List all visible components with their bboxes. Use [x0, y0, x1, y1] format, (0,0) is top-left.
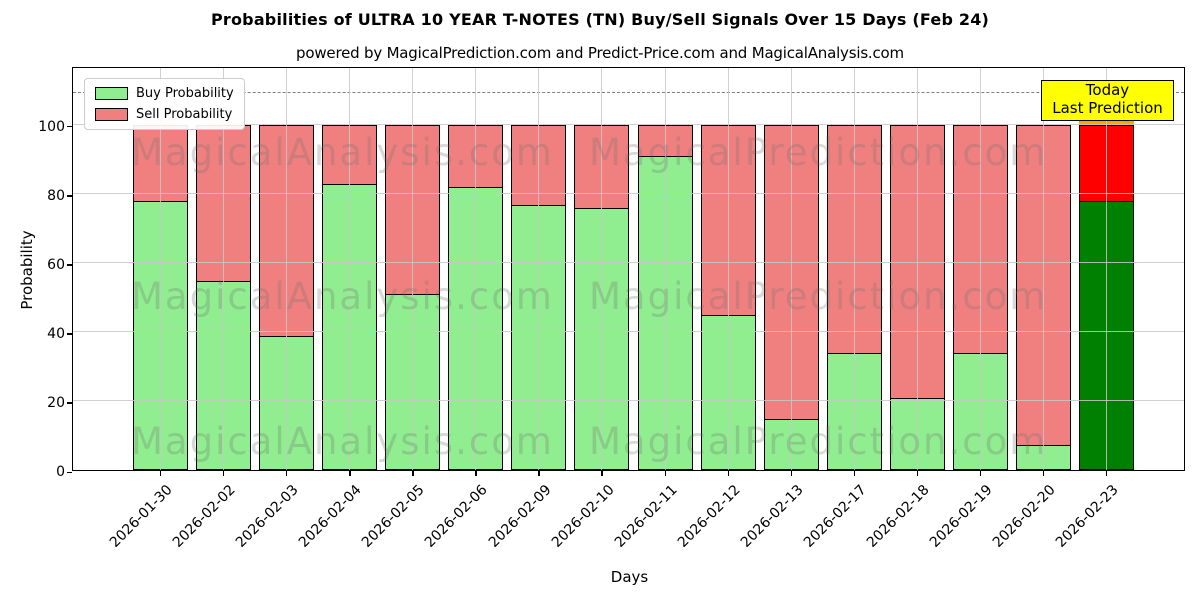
- h-gridline-100: [73, 124, 1184, 126]
- x-tick-label-text: 2026-02-05: [359, 482, 429, 551]
- legend: Buy Probability Sell Probability: [84, 78, 245, 130]
- v-gridline-2026-02-20: [1042, 68, 1044, 470]
- x-tick-label-text: 2026-02-18: [863, 482, 933, 551]
- x-tick-label-text: 2026-02-04: [296, 482, 366, 551]
- x-tick-label-text: 2026-02-19: [926, 482, 996, 551]
- v-gridline-2026-02-23: [1105, 68, 1107, 470]
- buy-swatch: [95, 87, 128, 100]
- today-annotation-line1: Today: [1085, 81, 1130, 99]
- x-tick-label-text: 2026-02-12: [674, 482, 744, 551]
- today-annotation-line2: Last Prediction: [1052, 99, 1163, 117]
- h-gridline-20: [73, 400, 1184, 402]
- y-tick: [67, 471, 72, 473]
- x-tick: [1042, 471, 1045, 476]
- legend-item-buy: Buy Probability: [95, 86, 234, 101]
- v-gridline-2026-01-30: [160, 68, 162, 470]
- y-tick: [67, 402, 72, 404]
- y-tick: [67, 264, 72, 266]
- legend-item-sell: Sell Probability: [95, 107, 234, 122]
- v-gridline-2026-02-12: [727, 68, 729, 470]
- x-tick: [664, 471, 666, 476]
- x-tick: [412, 471, 414, 476]
- v-gridline-2026-02-10: [601, 68, 603, 470]
- y-tick: [67, 333, 72, 335]
- x-tick: [160, 471, 162, 476]
- y-tick-label: 20: [47, 394, 65, 411]
- y-tick-label: 80: [47, 187, 65, 204]
- x-tick: [853, 471, 856, 476]
- v-gridline-2026-02-18: [916, 68, 918, 470]
- x-tick: [1105, 471, 1108, 476]
- v-gridline-2026-02-03: [286, 68, 288, 470]
- y-tick-label: 100: [38, 118, 65, 135]
- v-gridline-2026-02-02: [223, 68, 225, 470]
- x-tick-label-text: 2026-02-06: [422, 482, 492, 551]
- sell-swatch: [95, 108, 128, 121]
- legend-label-buy: Buy Probability: [136, 86, 234, 101]
- x-tick-label-text: 2026-02-03: [233, 482, 302, 551]
- legend-label-sell: Sell Probability: [136, 107, 233, 122]
- h-gridline-80: [73, 193, 1184, 195]
- x-tick-label-text: 2026-02-20: [989, 482, 1059, 551]
- x-tick-label-text: 2026-02-02: [170, 482, 239, 551]
- h-gridline-60: [73, 262, 1184, 264]
- x-tick-label-text: 2026-02-17: [800, 482, 870, 551]
- x-tick: [223, 471, 225, 476]
- y-axis-label: Probability: [18, 230, 36, 310]
- x-tick-label-text: 2026-01-30: [106, 482, 176, 551]
- chart-title: Probabilities of ULTRA 10 YEAR T-NOTES (…: [210, 10, 990, 29]
- x-tick: [979, 471, 982, 476]
- x-axis-label: Days: [610, 568, 649, 586]
- x-tick: [727, 471, 729, 476]
- y-tick: [67, 126, 72, 128]
- today-annotation-box: Today Last Prediction: [1041, 80, 1174, 121]
- v-gridline-2026-02-06: [475, 68, 477, 470]
- v-gridline-2026-02-19: [979, 68, 981, 470]
- x-tick-label-text: 2026-02-10: [548, 482, 618, 551]
- x-tick: [790, 471, 792, 476]
- x-tick: [601, 471, 603, 476]
- h-gridline-40: [73, 331, 1184, 333]
- x-tick: [349, 471, 351, 476]
- y-tick-label: 40: [47, 325, 65, 342]
- x-tick-label-text: 2026-02-13: [737, 482, 807, 551]
- plot-area: Probability Days MagicalAnalysis.com Magi…: [18, 67, 1185, 586]
- v-gridline-2026-02-11: [664, 68, 666, 470]
- x-tick: [286, 471, 288, 476]
- x-tick: [475, 471, 477, 476]
- y-tick-label: 60: [47, 256, 65, 273]
- x-tick: [538, 471, 540, 476]
- x-tick: [916, 471, 919, 476]
- y-tick: [67, 195, 72, 197]
- v-gridline-2026-02-09: [538, 68, 540, 470]
- chart-subtitle: powered by MagicalPrediction.com and Pre…: [296, 44, 904, 62]
- x-tick-label-text: 2026-02-23: [1052, 482, 1122, 551]
- threshold-dashed-line: [73, 92, 1184, 94]
- y-tick-label: 0: [56, 464, 65, 480]
- v-gridline-2026-02-04: [349, 68, 351, 470]
- x-tick-label-text: 2026-02-09: [485, 482, 555, 551]
- v-gridline-2026-02-05: [412, 68, 414, 470]
- v-gridline-2026-02-13: [790, 68, 792, 470]
- v-gridline-2026-02-17: [853, 68, 855, 470]
- x-tick-label-text: 2026-02-11: [611, 482, 681, 551]
